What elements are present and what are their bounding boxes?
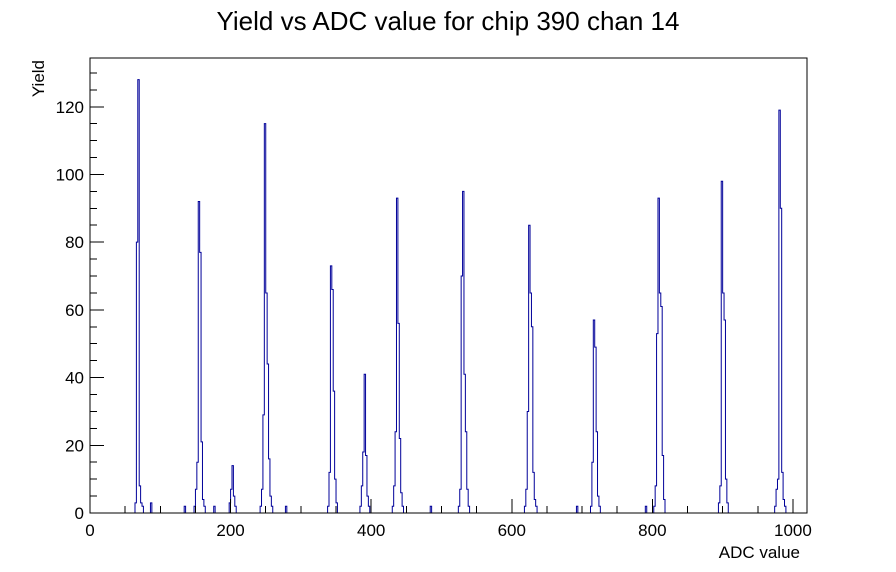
- x-tick-label: 600: [498, 521, 526, 540]
- histogram-step-line: [90, 79, 807, 514]
- y-tick-label: 20: [65, 436, 84, 455]
- plot-frame: [89, 57, 808, 514]
- y-tick-label: 100: [56, 165, 84, 184]
- x-axis-ticks: [89, 499, 794, 513]
- y-tick-label: 80: [65, 233, 84, 252]
- y-tick-label: 40: [65, 369, 84, 388]
- x-axis-title: ADC value: [719, 543, 800, 562]
- plot-title: Yield vs ADC value for chip 390 chan 14: [217, 6, 680, 36]
- y-axis-title: Yield: [29, 60, 48, 97]
- x-axis-tick-labels: 0 200 400 600 800 1000: [85, 521, 812, 540]
- y-tick-label: 0: [75, 504, 84, 523]
- x-tick-label: 200: [216, 521, 244, 540]
- x-tick-label: 800: [638, 521, 666, 540]
- y-tick-label: 60: [65, 301, 84, 320]
- y-axis-tick-labels: 0 20 40 60 80 100 120: [56, 98, 84, 523]
- x-tick-label: 400: [357, 521, 385, 540]
- x-tick-label: 1000: [774, 521, 812, 540]
- y-axis-ticks: [90, 72, 104, 514]
- y-tick-label: 120: [56, 98, 84, 117]
- x-tick-label: 0: [85, 521, 94, 540]
